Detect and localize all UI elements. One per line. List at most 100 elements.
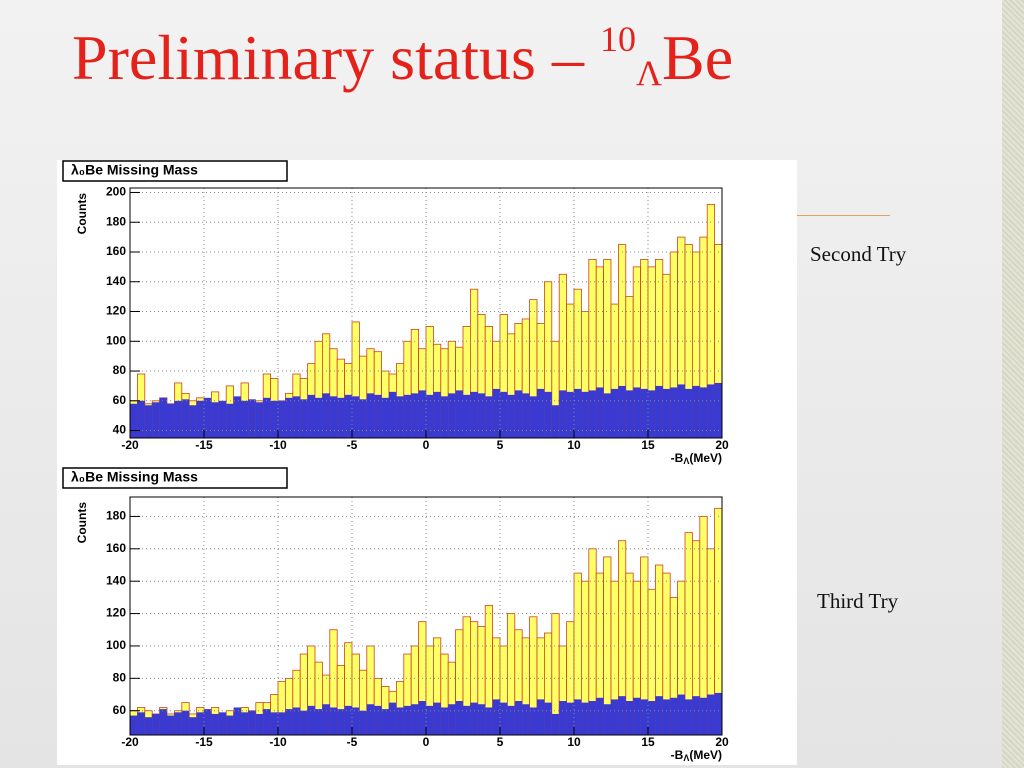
title-tail: Be [662, 22, 734, 93]
background-bar [618, 696, 626, 735]
y-tick-label: 160 [106, 244, 126, 258]
background-bar [226, 403, 234, 438]
background-bar [662, 699, 671, 735]
y-tick-label: 60 [113, 393, 127, 407]
background-bar [344, 394, 352, 438]
background-bar [522, 704, 530, 735]
background-bar [144, 717, 153, 735]
background-bar [611, 388, 619, 438]
y-tick-label: 120 [106, 606, 126, 620]
background-bar [396, 396, 404, 438]
background-bar [226, 715, 234, 735]
x-label-tail: (MeV) [689, 451, 722, 465]
x-tick-label: 10 [567, 438, 581, 452]
background-bar [181, 710, 190, 735]
background-bar [677, 384, 685, 438]
x-tick-label: 0 [423, 735, 430, 749]
y-axis-label: Counts [75, 193, 89, 235]
background-bar [507, 394, 515, 438]
background-bar [566, 391, 574, 438]
background-bar [211, 402, 219, 438]
background-bar [329, 707, 338, 735]
background-bar [714, 692, 722, 735]
background-bar [403, 705, 412, 735]
y-axis-label: Counts [75, 502, 89, 544]
background-bar [144, 405, 153, 438]
background-bar [507, 705, 515, 735]
background-bar [670, 697, 678, 735]
x-label-main: -B [671, 451, 684, 465]
background-bar [374, 394, 382, 438]
background-bar [677, 694, 685, 735]
background-bar [640, 388, 648, 438]
background-bar [477, 393, 486, 438]
y-tick-label: 140 [106, 573, 126, 587]
background-bar [707, 384, 715, 438]
background-bar [322, 704, 330, 735]
background-bar [167, 403, 175, 438]
background-bar [329, 396, 338, 438]
x-tick-label: -20 [121, 735, 139, 749]
title-text: Preliminary status – [72, 22, 600, 93]
background-bar [130, 715, 138, 735]
background-bar [233, 396, 241, 438]
background-bar [463, 394, 471, 438]
background-bar [470, 391, 478, 438]
x-tick-label: 15 [641, 735, 655, 749]
background-bar [625, 390, 634, 438]
background-bar [189, 405, 197, 438]
x-label-sub: Λ [683, 753, 689, 763]
background-bar [159, 397, 167, 438]
x-tick-label: 5 [497, 438, 504, 452]
title-box [62, 467, 288, 489]
background-bar [692, 696, 700, 735]
background-bar [655, 696, 663, 735]
background-bar [463, 705, 471, 735]
background-bar [685, 388, 693, 438]
background-bar [196, 712, 204, 735]
background-bar [270, 400, 278, 438]
background-bar [248, 710, 256, 735]
background-bar [352, 707, 360, 735]
background-bar [381, 397, 389, 438]
x-axis-label: -BΛ(MeV) [671, 451, 722, 466]
background-bar [699, 697, 708, 735]
background-bar [255, 713, 264, 735]
x-label-sub: Λ [683, 456, 689, 466]
background-bar [426, 394, 434, 438]
x-tick-label: 0 [423, 438, 430, 452]
background-bar [174, 712, 182, 735]
caption: Second Try [810, 242, 907, 266]
background-bar [374, 705, 382, 735]
y-tick-label: 40 [113, 423, 127, 437]
y-tick-label: 140 [106, 274, 126, 288]
background-bar [603, 393, 611, 438]
background-bar [514, 390, 523, 438]
background-bar [559, 701, 567, 735]
background-bar [181, 399, 190, 438]
x-tick-label: -5 [347, 735, 358, 749]
y-tick-label: 180 [106, 509, 126, 523]
background-bar [270, 712, 278, 735]
background-bar [159, 709, 167, 735]
title-sup: 10 [599, 19, 636, 59]
background-bar [477, 704, 486, 735]
background-bar [551, 713, 560, 735]
x-tick-label: -10 [269, 735, 287, 749]
y-tick-label: 180 [106, 214, 126, 228]
x-tick-label: -10 [269, 438, 287, 452]
background-bar [433, 391, 441, 438]
background-bar [574, 388, 582, 438]
background-bar [485, 707, 493, 735]
background-bar [581, 702, 589, 735]
y-tick-label: 120 [106, 304, 126, 318]
background-bar [625, 701, 634, 735]
charts: λ₀Be Missing Mass -20 -15 -10 -5 0 5 10 15 20 40 60… [57, 160, 797, 765]
title-sub: Λ [635, 53, 663, 93]
background-bar [411, 393, 419, 438]
background-bar [662, 388, 671, 438]
chart-title: λ₀Be Missing Mass [71, 162, 198, 178]
x-tick-label: -15 [195, 735, 213, 749]
background-bar [433, 702, 441, 735]
background-bar [603, 704, 611, 735]
